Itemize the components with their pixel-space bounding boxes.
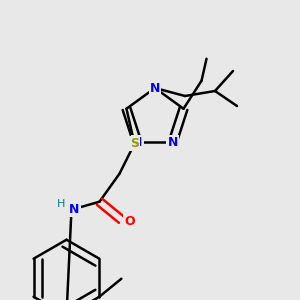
Text: O: O <box>124 215 135 228</box>
Text: N: N <box>132 136 142 149</box>
Text: N: N <box>167 136 178 149</box>
Text: S: S <box>130 137 139 150</box>
Text: N: N <box>150 82 160 94</box>
Text: H: H <box>57 199 66 209</box>
Text: N: N <box>69 203 80 216</box>
